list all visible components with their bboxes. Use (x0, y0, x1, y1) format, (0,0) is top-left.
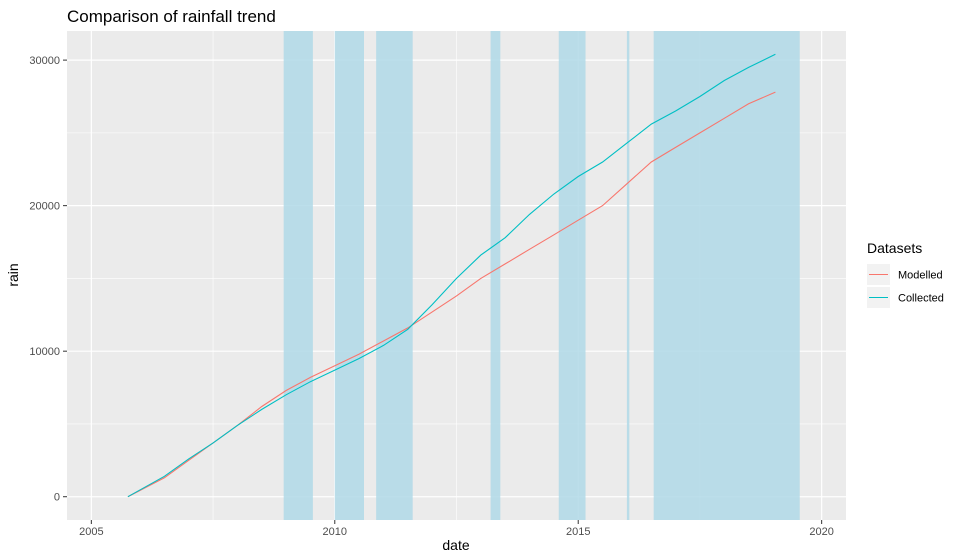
shaded-period (283, 31, 313, 520)
legend: Datasets Modelled Collected (867, 240, 944, 308)
x-tick-label: 2020 (809, 526, 833, 538)
legend-title: Datasets (867, 240, 922, 256)
shaded-period (490, 31, 501, 520)
x-tick-label: 2010 (323, 526, 347, 538)
x-tick-label: 2005 (79, 526, 103, 538)
shaded-period (653, 31, 800, 520)
y-axis-title: rain (5, 263, 21, 286)
shaded-period (558, 31, 586, 520)
y-tick-label: 10000 (29, 346, 60, 358)
y-tick-label: 30000 (29, 55, 60, 67)
series-line-collected (127, 53, 776, 498)
shaded-periods (283, 31, 800, 520)
shaded-period (626, 31, 630, 520)
legend-label: Modelled (898, 270, 943, 282)
x-tick-label: 2015 (566, 526, 590, 538)
shaded-period (334, 31, 364, 520)
legend-label: Collected (898, 293, 944, 305)
series-line-modelled (127, 91, 776, 498)
shaded-period (376, 31, 413, 520)
series-lines (127, 53, 776, 498)
y-tick-label: 0 (54, 492, 60, 504)
chart-title: Comparison of rainfall trend (67, 7, 276, 26)
x-axis-ticks: 2005 2010 2015 2020 (79, 520, 834, 538)
x-axis-title: date (442, 537, 469, 553)
legend-items: Modelled Collected (867, 264, 944, 308)
y-axis-ticks: 0 10000 20000 30000 (29, 55, 67, 504)
y-tick-label: 20000 (29, 201, 60, 213)
